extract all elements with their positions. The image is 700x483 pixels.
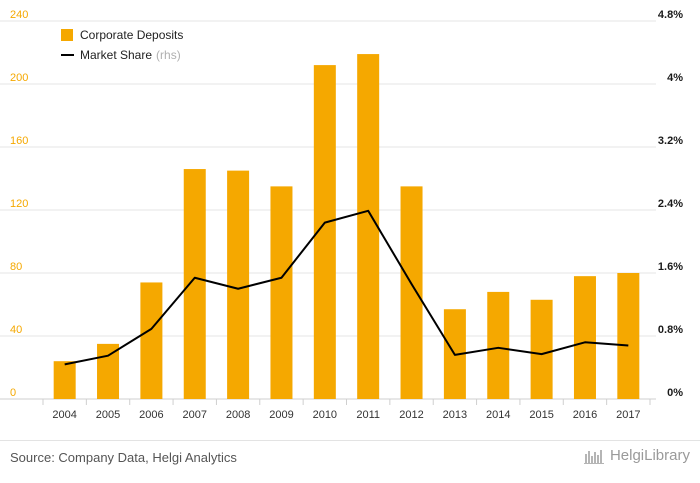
- bar-corporate-deposits: [313, 65, 336, 399]
- legend-label-corporate-deposits: Corporate Deposits: [80, 28, 183, 42]
- legend-swatch-corporate-deposits: [61, 29, 73, 41]
- bar-corporate-deposits: [617, 273, 640, 399]
- x-tick-label: 2014: [486, 409, 510, 421]
- brand-name: HelgiLibrary: [609, 447, 690, 464]
- library-icon: [583, 449, 604, 464]
- right-tick-label: 4.8%: [658, 9, 683, 21]
- x-tick-label: 2013: [443, 409, 467, 421]
- source-note: Source: Company Data, Helgi Analytics: [10, 450, 237, 465]
- bar-corporate-deposits: [270, 186, 293, 399]
- legend-label-market-share-suffix: (rhs): [156, 48, 181, 62]
- left-tick-label: 0: [10, 387, 16, 399]
- left-tick-label: 40: [10, 324, 22, 336]
- x-tick-label: 2008: [226, 409, 250, 421]
- x-tick-label: 2009: [269, 409, 293, 421]
- footer-divider: [0, 440, 700, 441]
- bar-corporate-deposits: [530, 299, 553, 399]
- legend-label-market-share: Market Share (rhs): [80, 48, 181, 62]
- bar-corporate-deposits: [140, 282, 163, 399]
- line-series: [64, 209, 629, 366]
- bar-corporate-deposits: [227, 170, 250, 399]
- x-tick-label: 2012: [399, 409, 423, 421]
- bar-corporate-deposits: [487, 291, 510, 399]
- x-tick-label: 2004: [52, 409, 76, 421]
- x-tick-label: 2017: [616, 409, 640, 421]
- bar-corporate-deposits: [97, 343, 120, 399]
- legend: Corporate Deposits Market Share (rhs): [61, 28, 183, 62]
- left-tick-label: 160: [10, 135, 28, 147]
- chart: 0 40 80 120 160 200 240 0% 0.8% 1.6% 2.4% 3.2% 4% 4.…: [0, 9, 683, 421]
- right-axis-ticks: 0% 0.8% 1.6% 2.4% 3.2% 4% 4.8%: [658, 9, 683, 399]
- x-tick-label: 2016: [573, 409, 597, 421]
- left-tick-label: 200: [10, 72, 28, 84]
- bar-series: [53, 54, 640, 399]
- x-tick-label: 2007: [183, 409, 207, 421]
- x-tick-label: 2005: [96, 409, 120, 421]
- legend-label-market-share-text: Market Share: [80, 48, 152, 62]
- brand-logo: HelgiLibrary: [583, 447, 690, 464]
- left-tick-label: 80: [10, 261, 22, 273]
- right-tick-label: 4%: [667, 72, 683, 84]
- left-axis-ticks: 0 40 80 120 160 200 240: [10, 9, 28, 399]
- bar-corporate-deposits: [573, 276, 596, 399]
- x-axis-ticks: 2004 2005 2006 2007 2008 2009 2010 2011 2012 2013…: [42, 399, 651, 421]
- x-tick-label: 2011: [356, 409, 380, 421]
- right-tick-label: 3.2%: [658, 135, 683, 147]
- left-tick-label: 120: [10, 198, 28, 210]
- bar-corporate-deposits: [400, 186, 423, 399]
- x-tick-label: 2010: [313, 409, 337, 421]
- bar-corporate-deposits: [53, 361, 76, 399]
- right-tick-label: 2.4%: [658, 198, 683, 210]
- line-market-share: [64, 209, 629, 366]
- right-tick-label: 1.6%: [658, 261, 683, 273]
- x-tick-label: 2006: [139, 409, 163, 421]
- x-tick-label: 2015: [529, 409, 553, 421]
- right-tick-label: 0.8%: [658, 324, 683, 336]
- left-tick-label: 240: [10, 9, 28, 21]
- bar-corporate-deposits: [183, 169, 206, 399]
- right-tick-label: 0%: [667, 387, 683, 399]
- bar-corporate-deposits: [357, 54, 380, 399]
